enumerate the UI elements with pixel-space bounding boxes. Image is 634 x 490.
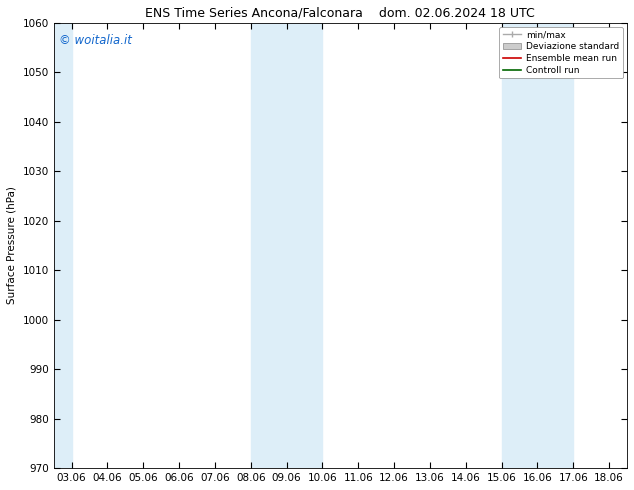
Y-axis label: Surface Pressure (hPa): Surface Pressure (hPa) [7, 186, 17, 304]
Title: ENS Time Series Ancona/Falconara    dom. 02.06.2024 18 UTC: ENS Time Series Ancona/Falconara dom. 02… [145, 7, 535, 20]
Bar [501, 23, 573, 468]
Bar [54, 23, 72, 468]
Text: © woitalia.it: © woitalia.it [60, 34, 133, 47]
Bar [250, 23, 323, 468]
Legend: min/max, Deviazione standard, Ensemble mean run, Controll run: min/max, Deviazione standard, Ensemble m… [500, 27, 623, 78]
